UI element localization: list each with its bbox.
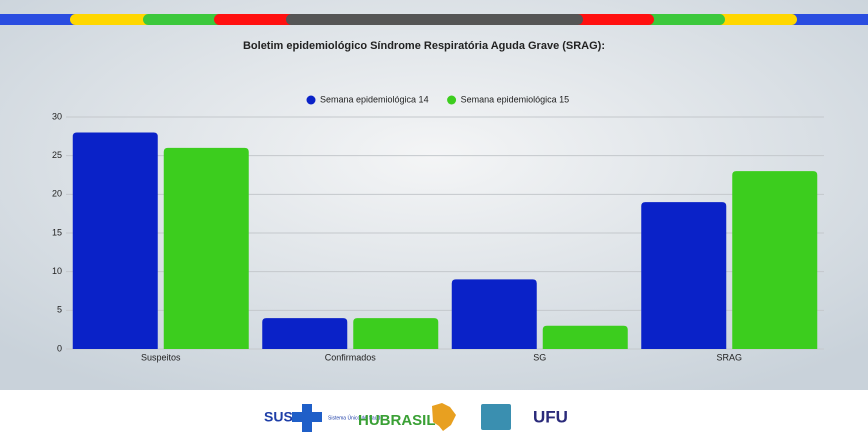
bar <box>641 202 727 349</box>
hc-logo <box>481 404 511 430</box>
bar <box>163 147 249 349</box>
legend-label: Semana epidemiológica 15 <box>461 94 570 104</box>
bar <box>451 279 537 349</box>
chart-title: Boletim epidemiológico Síndrome Respirat… <box>243 40 605 52</box>
ufu-logo: UFU <box>533 407 568 426</box>
y-tick-label: 30 <box>52 111 62 121</box>
x-tick-label: SG <box>533 352 546 362</box>
y-tick-label: 10 <box>52 266 62 276</box>
y-tick-label: 25 <box>52 150 62 160</box>
y-tick-label: 5 <box>57 305 62 315</box>
y-tick-label: 20 <box>52 189 62 199</box>
hubrasil-logo: HUBRASIL <box>358 412 436 429</box>
bar <box>262 318 348 349</box>
bar <box>353 318 439 349</box>
sus-caption: Sistema Único de Saúde <box>328 414 383 421</box>
bar <box>732 171 818 349</box>
y-tick-label: 15 <box>52 227 62 237</box>
x-tick-label: Confirmados <box>325 352 377 362</box>
color-stripe <box>0 14 868 25</box>
x-tick-label: Suspeitos <box>141 352 181 362</box>
y-tick-label: 0 <box>57 343 62 353</box>
hubrasil-map <box>432 403 456 431</box>
legend-marker <box>447 95 457 105</box>
sus-cross <box>292 404 322 432</box>
footer-logos: SUS Sistema Único de Saúde HUBRASIL UFU <box>264 403 568 432</box>
legend-marker <box>306 95 316 105</box>
legend-label: Semana epidemiológica 14 <box>320 94 429 104</box>
x-tick-label: SRAG <box>716 352 742 362</box>
sus-logo: SUS <box>264 409 293 425</box>
bar <box>542 325 628 349</box>
bar <box>72 132 158 349</box>
